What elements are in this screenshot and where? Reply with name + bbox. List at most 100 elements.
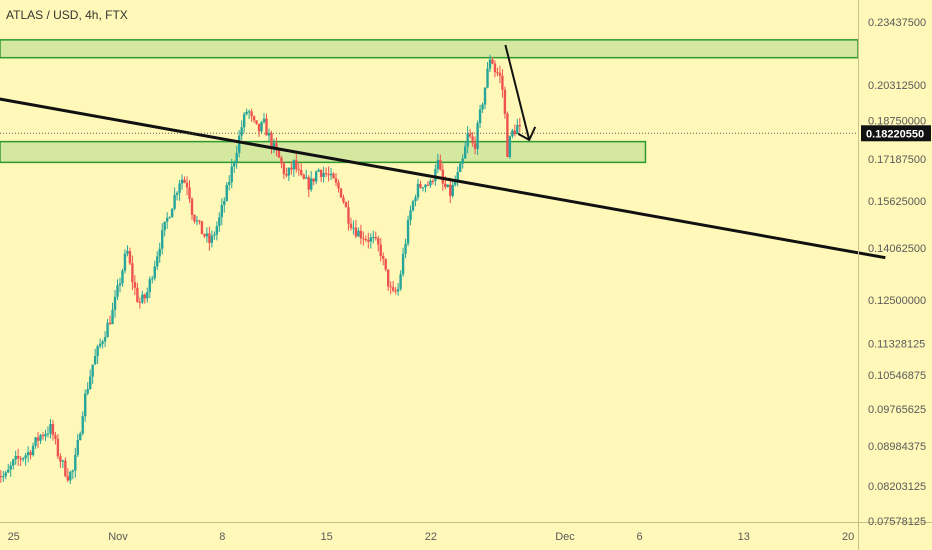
candle-body [377,238,380,245]
candle-body [498,72,502,76]
candle-body [426,184,430,186]
candle-body [386,269,390,287]
candle [285,167,288,178]
time-tick-label: 15 [320,531,332,543]
candle-body [19,458,22,460]
candle-body [339,188,343,198]
candle [473,136,477,155]
candle [396,282,400,296]
candle-body [307,177,310,190]
candle [84,389,87,422]
support-resistance-zone-2 [0,140,647,164]
candle-body [252,116,256,121]
candle [190,197,194,220]
candle-body [49,424,52,434]
candle [287,167,291,182]
candle-body [344,202,348,208]
candle [511,128,514,139]
candle [257,123,261,137]
candle-body [4,472,7,477]
candle [240,120,243,141]
candle-body [446,184,449,187]
candle-body [265,118,268,136]
candle-body [272,143,276,149]
price-tick-label: 0.23437500 [868,17,926,29]
candle [220,198,224,226]
candle [59,453,62,468]
candle-body [305,177,308,179]
candle-body [66,476,70,481]
candle-body [287,167,291,176]
candle [501,69,504,98]
candle [337,179,340,193]
candle-body [128,250,132,264]
candle [113,289,117,318]
candle [247,109,251,119]
candle [431,179,435,185]
candle [185,176,189,196]
candle [282,161,286,180]
candle [374,231,377,241]
candle-body [121,270,124,284]
candle-body [391,287,395,291]
candle-body [359,230,363,239]
candle [463,141,467,159]
time-tick-label: 20 [842,531,854,543]
candle-body [319,169,323,177]
candle [503,86,507,119]
candle [74,447,77,478]
candle [344,201,348,208]
candle-body [431,180,435,182]
candle [208,226,211,251]
candle-body [300,169,303,175]
candle [213,231,216,240]
candle [292,159,296,177]
candle-body [123,253,127,271]
candle-body [12,459,15,466]
candle [178,179,181,201]
candle [106,318,109,338]
candle-body [168,217,171,219]
candle-body [322,173,325,177]
candle [439,154,442,171]
candle [131,255,134,291]
candle-body [429,180,432,186]
candle-body [369,237,373,242]
candle-body [449,184,452,196]
candle-body [0,476,2,478]
candle [116,279,119,301]
candle-body [76,439,79,455]
candle-body [483,87,487,105]
candle-body [404,243,407,254]
candle [516,119,519,135]
candle [461,154,464,169]
candle [329,167,333,181]
candle [81,411,84,436]
candle-body [399,274,402,289]
candle-body [511,130,514,137]
candle [270,130,273,154]
candle-body [317,169,320,172]
candle-body [436,160,440,170]
candle [322,166,325,183]
candle-body [389,286,392,288]
candle-body [64,460,67,477]
candle [39,433,42,445]
candle-body [501,75,504,90]
candle-body [292,160,296,170]
price-tick-label: 0.15625000 [868,196,926,208]
candle [141,290,144,304]
candle-body [213,234,216,236]
candle [352,220,355,235]
candle [218,212,221,232]
candle [198,219,201,225]
candle-body [396,288,400,292]
candle-body [200,221,204,235]
candle-body [103,337,107,342]
candle-body [185,182,189,188]
candle [389,281,392,295]
candle-body [468,133,472,137]
candle [163,221,166,237]
candle [96,344,99,364]
candle [148,276,151,299]
